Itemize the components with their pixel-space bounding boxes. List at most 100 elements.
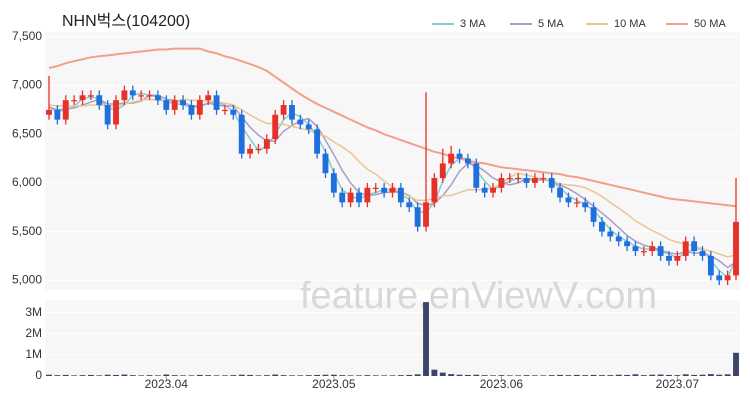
candle-body (439, 163, 446, 179)
candle-body (272, 114, 279, 140)
candle-body (506, 178, 513, 180)
volume-bar (707, 374, 714, 376)
volume-bar (599, 375, 605, 376)
volume-bar (180, 375, 186, 376)
legend-label: 3 MA (460, 18, 486, 30)
candle-body (322, 153, 329, 174)
volume-bar (406, 374, 413, 376)
candle-body (146, 95, 153, 97)
candle-body (154, 95, 161, 101)
volume-bar (87, 374, 94, 376)
candle-body (238, 114, 245, 154)
volume-bar (138, 375, 145, 376)
candle-body (414, 207, 421, 227)
candle-body (607, 231, 614, 237)
candle-body (423, 202, 429, 227)
volume-bar (305, 375, 312, 376)
x-tick-label: 2023.05 (312, 377, 356, 391)
y-tick-label: 6,500 (12, 126, 42, 140)
candle-body (347, 192, 354, 203)
volume-bar (62, 374, 69, 376)
y-tick-label: 5,500 (12, 224, 42, 238)
volume-bar (397, 375, 404, 376)
volume-bar (506, 375, 513, 376)
volume-bar (473, 374, 480, 376)
volume-bar (205, 375, 212, 376)
candle-body (640, 251, 647, 253)
y-tick-label: 7,500 (12, 29, 42, 43)
volume-bar (624, 374, 631, 376)
candle-body (724, 275, 731, 281)
volume-bar (657, 374, 664, 376)
legend-label: 50 MA (694, 18, 726, 30)
volume-bar (640, 375, 647, 376)
candle-body (171, 100, 178, 110)
volume-bar (481, 375, 488, 376)
candle-body (79, 95, 86, 101)
volume-bar (46, 374, 52, 376)
volume-bar (590, 374, 597, 376)
price-panel (45, 32, 740, 290)
candle-body (699, 251, 706, 256)
volume-bar (54, 375, 61, 376)
y-tick-label: 7,000 (12, 78, 42, 92)
legend-label: 5 MA (538, 18, 564, 30)
volume-bar (154, 375, 161, 376)
volume-bar (280, 375, 287, 376)
candle-body (297, 119, 304, 125)
volume-bar (146, 375, 153, 376)
candle-body (205, 95, 212, 101)
volume-bar (565, 375, 572, 376)
volume-bar (456, 374, 463, 376)
candle-body (389, 187, 396, 193)
volume-bar (573, 374, 580, 376)
volume-bar (238, 374, 245, 376)
candle-body (372, 187, 379, 189)
candle-body (280, 105, 287, 115)
volume-bar (557, 374, 563, 376)
candle-body (624, 241, 631, 247)
x-tick-label: 2023.06 (480, 377, 524, 391)
volume-bar (113, 374, 119, 376)
candle-body (481, 187, 488, 193)
volume-bar (79, 375, 86, 376)
candle-body (96, 95, 103, 106)
candle-body (565, 197, 572, 203)
volume-bar (682, 374, 689, 376)
volume-bar (615, 374, 622, 376)
volume-bar (699, 374, 706, 376)
volume-bar (121, 374, 128, 376)
volume-bar (96, 375, 103, 376)
candle-body (490, 187, 496, 193)
volume-bar (330, 374, 337, 376)
candle-body (523, 178, 530, 183)
volume-bar (431, 369, 438, 376)
x-tick-label: 2023.04 (145, 377, 189, 391)
candle-body (540, 178, 547, 180)
volume-bar (289, 375, 295, 376)
candle-body (364, 187, 371, 203)
volume-bar (263, 375, 270, 376)
candle-body (54, 109, 61, 120)
volume-bar (464, 374, 471, 376)
candle-body (222, 109, 228, 112)
candle-body (381, 187, 388, 193)
y-tick-label: 1M (25, 347, 42, 361)
volume-bar (247, 374, 254, 376)
volume-bar (314, 374, 321, 376)
candle-body (104, 105, 111, 125)
candle-body (733, 221, 739, 276)
volume-bar (515, 375, 522, 376)
volume-bar (381, 375, 388, 376)
volume-bar (691, 374, 698, 376)
legend-label: 10 MA (614, 18, 646, 30)
candle-body (163, 100, 170, 110)
candle-body (188, 105, 195, 115)
y-tick-label: 2M (25, 326, 42, 340)
volume-bar (389, 375, 396, 376)
y-tick-label: 3M (25, 305, 42, 319)
volume-bar (423, 302, 429, 376)
volume-bar (196, 374, 203, 376)
candle-body (707, 255, 714, 276)
volume-bar (490, 375, 496, 376)
